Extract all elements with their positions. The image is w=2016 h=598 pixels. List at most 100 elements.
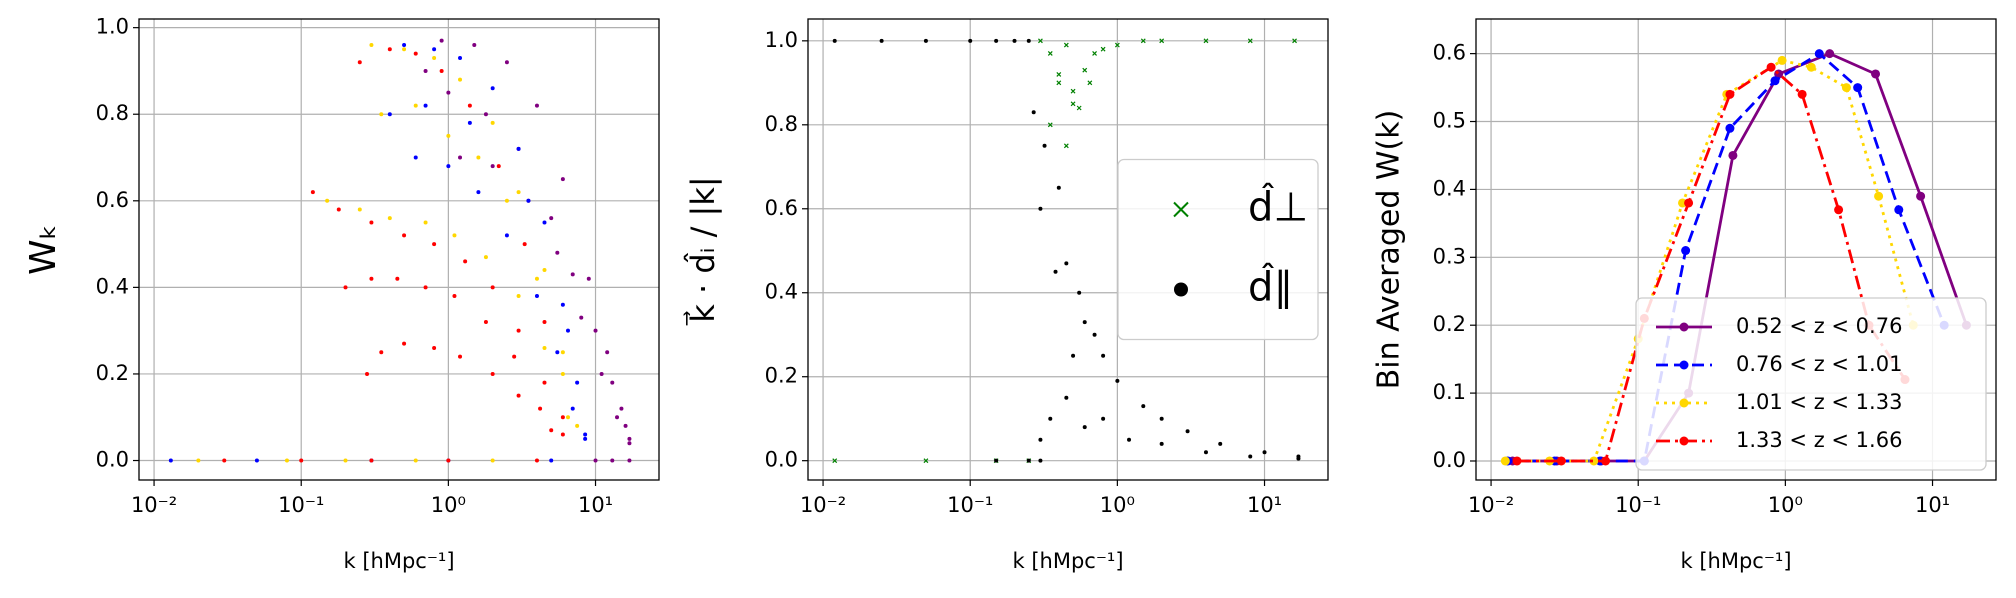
point (1042, 143, 1047, 148)
legend: d̂⊥ d̂∥ (1117, 158, 1319, 341)
point (483, 112, 488, 117)
point (610, 458, 615, 463)
legend-marker (1679, 360, 1689, 370)
point (432, 47, 437, 52)
point (369, 276, 374, 281)
marker (1797, 89, 1807, 99)
point (575, 380, 580, 385)
marker (1500, 456, 1510, 466)
point (446, 90, 451, 95)
y-tick-label: 0.2 (1433, 312, 1466, 336)
marker (1589, 456, 1599, 466)
point (1038, 38, 1043, 44)
y-tick-label: 0.6 (1433, 41, 1466, 65)
point (560, 371, 565, 376)
x-tick-label: 10⁻² (1468, 493, 1514, 517)
point (423, 220, 428, 225)
marker (1825, 49, 1835, 59)
point (1101, 353, 1106, 358)
marker (1871, 69, 1881, 79)
point (555, 250, 560, 255)
point (1056, 71, 1062, 77)
point (1247, 38, 1253, 44)
point (1114, 42, 1120, 48)
point (369, 42, 374, 47)
point (1292, 38, 1297, 44)
point (565, 328, 570, 333)
marker (1766, 62, 1776, 72)
legend-label: d̂∥ (1248, 262, 1293, 310)
point (1087, 80, 1093, 86)
point (325, 198, 330, 203)
point (832, 38, 837, 43)
axes-frame (807, 18, 1329, 481)
legend-label: d̂⊥ (1248, 182, 1308, 230)
point (222, 458, 227, 463)
point (336, 207, 341, 212)
point (423, 103, 428, 108)
point (1038, 437, 1043, 442)
point (1159, 416, 1164, 421)
marker (1512, 456, 1522, 466)
legend-marker (1679, 436, 1689, 446)
point (1159, 441, 1164, 446)
point (1140, 38, 1146, 44)
point (526, 198, 531, 203)
y-tick-label: 0.5 (1433, 109, 1466, 133)
point (542, 345, 547, 350)
point (490, 86, 495, 91)
point (534, 276, 539, 281)
point (1101, 416, 1106, 421)
legend-label: 1.01 < z < 1.33 (1736, 390, 1902, 414)
point (516, 146, 521, 151)
point (1082, 67, 1088, 73)
point (1047, 51, 1053, 56)
y-tick-label: 0.8 (96, 101, 129, 125)
marker (1834, 205, 1844, 215)
point (402, 341, 407, 346)
point (1070, 88, 1076, 94)
point (432, 242, 437, 247)
point (439, 68, 444, 73)
point (476, 190, 481, 195)
point (1071, 353, 1076, 358)
marker (1814, 49, 1824, 59)
y-tick-label: 0.0 (96, 448, 129, 472)
point (605, 350, 610, 355)
point (1262, 450, 1267, 455)
x-tick-label: 10⁻² (131, 493, 177, 517)
x-axis-label: k [hMpc⁻¹] (1012, 549, 1123, 573)
point (284, 458, 289, 463)
point (560, 302, 565, 307)
point (196, 458, 201, 463)
point (627, 458, 632, 463)
point (472, 42, 477, 47)
point (560, 432, 565, 437)
point (627, 436, 632, 441)
point (1076, 105, 1082, 111)
y-tick-label: 0.4 (96, 274, 129, 298)
point (395, 276, 400, 281)
point (1038, 206, 1043, 211)
point (413, 103, 418, 108)
point (599, 371, 604, 376)
point (994, 458, 999, 463)
x-tick-label: 10⁻¹ (947, 493, 993, 517)
point (365, 371, 370, 376)
plot-area (1500, 49, 1971, 466)
point (579, 315, 584, 320)
point (570, 406, 575, 411)
point (1296, 456, 1301, 461)
point (476, 155, 481, 160)
axes-frame (138, 18, 660, 481)
point (1064, 261, 1069, 266)
point (379, 350, 384, 355)
point (627, 441, 632, 446)
point (467, 103, 472, 108)
point (413, 458, 418, 463)
point (560, 177, 565, 182)
point (496, 164, 501, 169)
point (446, 458, 451, 463)
point (1115, 378, 1120, 383)
marker (1728, 150, 1738, 160)
